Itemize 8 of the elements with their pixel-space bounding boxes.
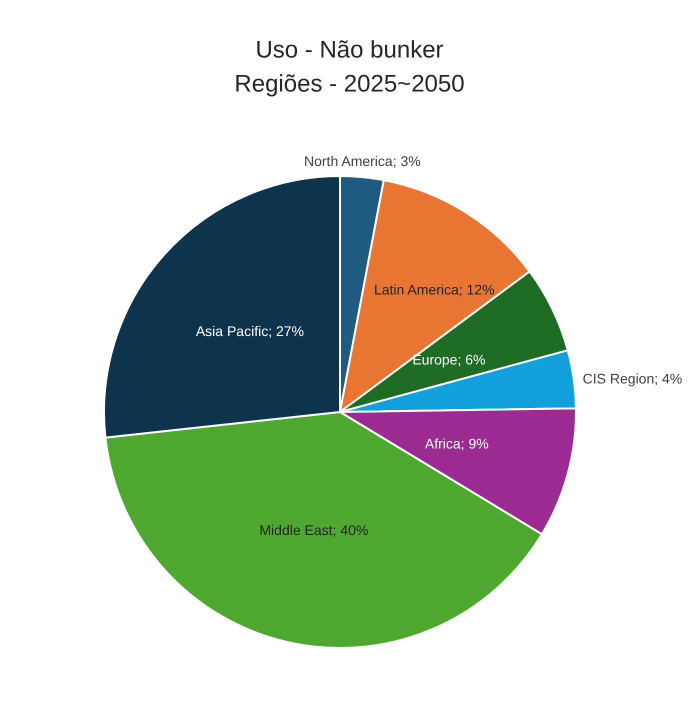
- slice-label: North America; 3%: [304, 153, 421, 170]
- slice-label: Asia Pacific; 27%: [196, 323, 304, 340]
- slice-label: CIS Region; 4%: [582, 370, 682, 387]
- slice-label: Latin America; 12%: [374, 281, 495, 298]
- slice-label: Middle East; 40%: [259, 522, 368, 538]
- chart-title: Uso - Não bunker Regiões - 2025~2050: [234, 36, 465, 98]
- slice-label: Africa; 9%: [424, 436, 489, 452]
- slice-label: Europe; 6%: [412, 351, 486, 368]
